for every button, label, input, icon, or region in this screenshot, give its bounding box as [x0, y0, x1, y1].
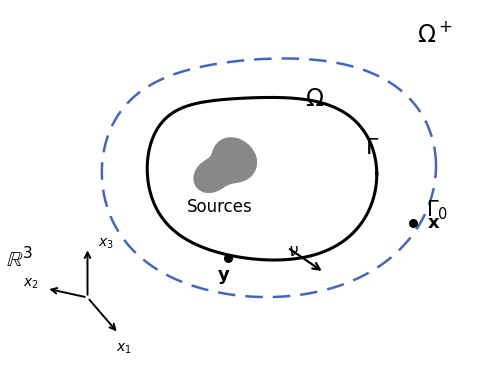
Text: $\nu$: $\nu$: [288, 243, 300, 261]
Text: $x_3$: $x_3$: [98, 236, 114, 251]
Text: $\Gamma_0$: $\Gamma_0$: [426, 198, 448, 222]
Text: $\Gamma$: $\Gamma$: [366, 136, 380, 159]
Text: Sources: Sources: [187, 198, 253, 216]
Text: $\mathbf{y}$: $\mathbf{y}$: [217, 267, 230, 285]
Text: $\mathbb{R}^3$: $\mathbb{R}^3$: [6, 248, 33, 273]
Text: $\mathbf{x}$: $\mathbf{x}$: [427, 213, 440, 231]
Text: $\Omega^+$: $\Omega^+$: [417, 22, 453, 48]
Text: $x_1$: $x_1$: [116, 342, 132, 356]
Text: $\Omega$: $\Omega$: [306, 88, 324, 111]
Polygon shape: [194, 138, 256, 192]
Text: $x_2$: $x_2$: [22, 276, 38, 291]
